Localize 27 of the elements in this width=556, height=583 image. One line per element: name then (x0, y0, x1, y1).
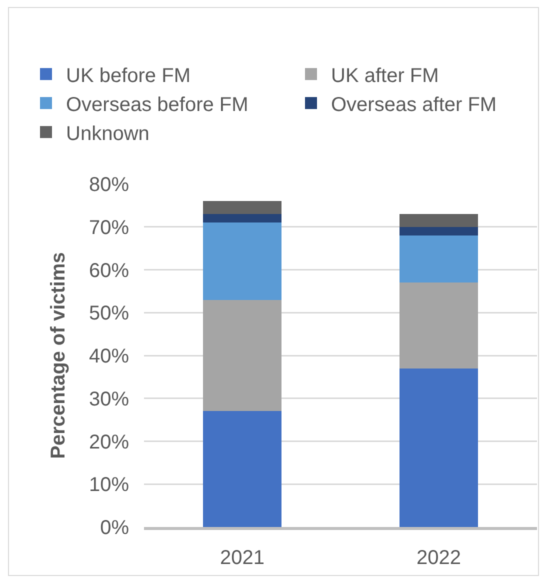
y-tick-label: 0% (100, 517, 130, 539)
y-axis-title: Percentage of victims (47, 252, 70, 459)
bar (399, 368, 478, 527)
legend-label: UK before FM (66, 64, 190, 87)
legend-label: Overseas after FM (331, 94, 497, 116)
bar (399, 282, 478, 368)
legend-label: Unknown (66, 122, 150, 145)
bar (202, 201, 282, 214)
x-tick-label: 2021 (220, 547, 264, 569)
y-tick-label: 30% (88, 388, 130, 410)
bar (399, 235, 478, 283)
bar (202, 222, 282, 300)
bar (202, 411, 282, 527)
bar (202, 214, 282, 223)
y-tick-label: 10% (88, 474, 130, 496)
y-tick-label: 20% (88, 431, 130, 454)
bar (399, 214, 478, 227)
legend-label: Overseas before FM (66, 94, 248, 116)
y-tick-label: 40% (88, 346, 130, 368)
y-tick-label: 80% (88, 174, 130, 196)
bar (399, 226, 478, 236)
bar (202, 300, 282, 412)
x-tick-label: 2022 (416, 547, 461, 569)
y-tick-label: 50% (88, 302, 130, 325)
y-tick-label: 60% (88, 260, 130, 282)
y-tick-label: 70% (88, 216, 130, 239)
legend-label: UK after FM (331, 64, 439, 87)
